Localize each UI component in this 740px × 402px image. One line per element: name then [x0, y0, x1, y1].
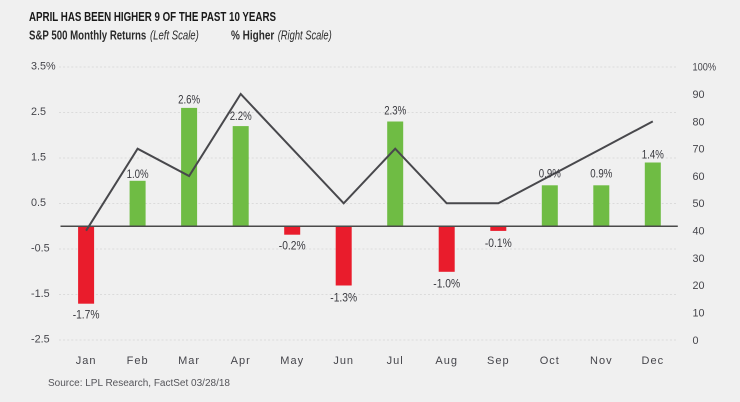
svg-text:1.4%: 1.4% [642, 148, 664, 162]
svg-text:90: 90 [693, 89, 705, 101]
svg-text:2.5: 2.5 [31, 106, 46, 118]
svg-text:20: 20 [693, 280, 705, 292]
svg-text:60: 60 [693, 171, 705, 183]
svg-text:80: 80 [693, 116, 705, 128]
svg-text:Mar: Mar [178, 355, 200, 367]
svg-text:100%: 100% [693, 62, 717, 74]
svg-text:0: 0 [693, 335, 699, 347]
svg-text:10: 10 [693, 308, 705, 320]
svg-text:Dec: Dec [642, 355, 665, 367]
svg-text:-1.0%: -1.0% [433, 277, 460, 291]
svg-text:2.2%: 2.2% [230, 109, 252, 123]
svg-text:Jan: Jan [76, 355, 97, 367]
svg-text:0.5: 0.5 [31, 197, 46, 209]
svg-text:-0.2%: -0.2% [279, 238, 306, 252]
svg-text:Sep: Sep [487, 355, 510, 367]
svg-text:S&P 500 Monthly Returns: S&P 500 Monthly Returns [29, 29, 146, 43]
svg-text:Nov: Nov [590, 355, 613, 367]
svg-text:1.0%: 1.0% [127, 167, 149, 181]
svg-text:0.9%: 0.9% [590, 166, 612, 180]
svg-text:-2.5: -2.5 [31, 334, 50, 346]
svg-text:2.3%: 2.3% [384, 104, 406, 118]
svg-text:Jun: Jun [333, 355, 354, 367]
svg-text:50: 50 [693, 198, 705, 210]
svg-text:% Higher: % Higher [231, 29, 274, 43]
svg-text:Jul: Jul [387, 355, 404, 367]
svg-text:APRIL HAS BEEN HIGHER 9 OF THE: APRIL HAS BEEN HIGHER 9 OF THE PAST 10 Y… [29, 9, 276, 24]
svg-text:0.9%: 0.9% [539, 166, 561, 180]
svg-text:40: 40 [693, 226, 705, 238]
svg-text:3.5%: 3.5% [31, 61, 56, 73]
svg-text:30: 30 [693, 253, 705, 265]
svg-text:(Left Scale): (Left Scale) [150, 29, 199, 43]
svg-text:(Right Scale): (Right Scale) [278, 29, 332, 43]
svg-text:-1.3%: -1.3% [330, 290, 357, 304]
svg-text:Aug: Aug [435, 355, 458, 367]
svg-text:Source: LPL Research, FactSet: Source: LPL Research, FactSet 03/28/18 [48, 378, 230, 389]
svg-text:-1.5: -1.5 [31, 288, 50, 300]
svg-text:2.6%: 2.6% [178, 92, 200, 106]
svg-text:Feb: Feb [127, 355, 149, 367]
svg-text:-0.1%: -0.1% [485, 236, 512, 250]
svg-text:May: May [280, 355, 304, 367]
svg-text:Apr: Apr [231, 355, 251, 367]
svg-text:-0.5: -0.5 [31, 243, 50, 255]
svg-text:70: 70 [693, 144, 705, 156]
svg-text:Oct: Oct [540, 355, 560, 367]
svg-text:-1.7%: -1.7% [73, 308, 100, 322]
svg-text:1.5: 1.5 [31, 152, 46, 164]
